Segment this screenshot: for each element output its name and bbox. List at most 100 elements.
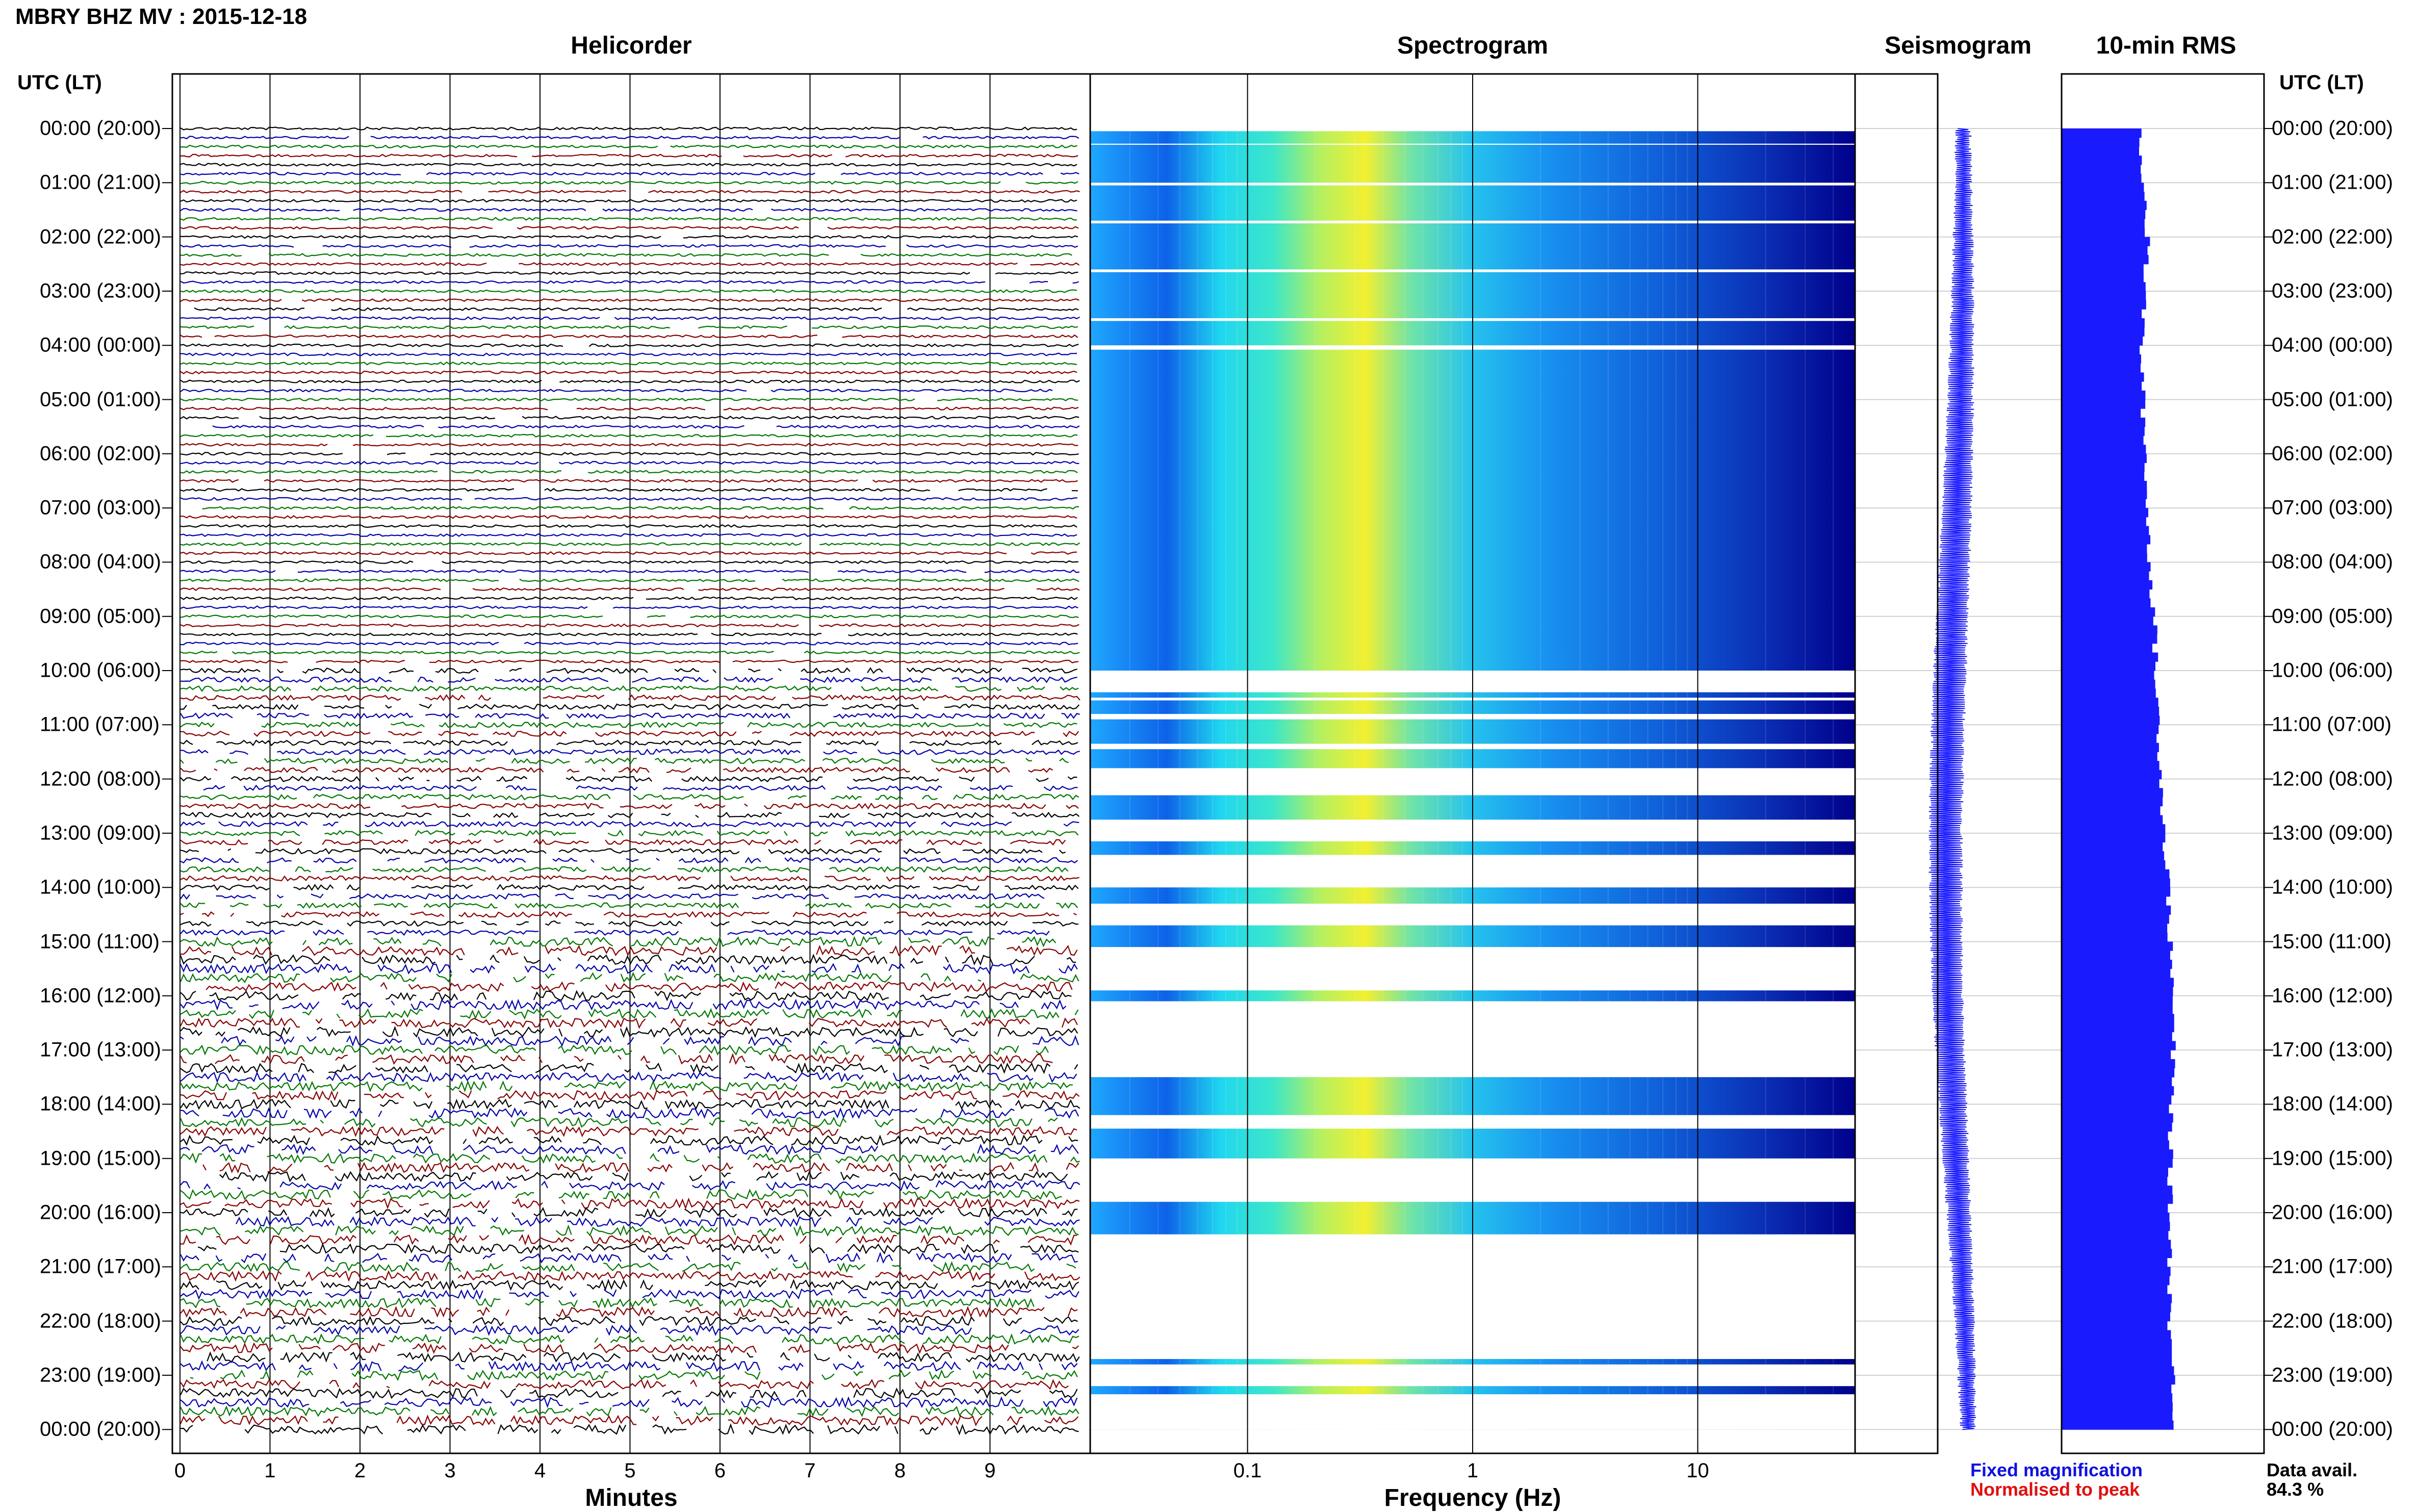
helicorder-trace-row xyxy=(180,605,1078,609)
helicorder-tick-label: 3 xyxy=(444,1459,456,1482)
helicorder-trace-row xyxy=(180,235,1078,239)
rms-bar xyxy=(2062,472,2145,481)
helicorder-trace-row xyxy=(180,694,1081,702)
rms-bar xyxy=(2062,951,2170,960)
rms-bar xyxy=(2062,173,2142,183)
helicorder-trace-row xyxy=(180,298,1079,302)
helicorder-trace-row xyxy=(180,1378,1069,1390)
helicorder-trace-row xyxy=(180,578,1079,582)
rms-bar xyxy=(2062,445,2146,454)
helicorder-trace-row xyxy=(180,1423,1079,1436)
time-label-right: 05:00 (01:00) xyxy=(2272,388,2393,411)
rms-bar xyxy=(2062,616,2153,626)
rms-bar xyxy=(2062,1420,2174,1430)
time-label-right: 15:00 (11:00) xyxy=(2272,930,2392,953)
seismogram-title: Seismogram xyxy=(1884,32,2032,59)
station-title: MBRY BHZ MV : 2015-12-18 xyxy=(15,4,307,29)
rms-bar xyxy=(2062,246,2148,255)
rms-bar xyxy=(2062,742,2159,752)
rms-bar xyxy=(2062,589,2150,599)
helicorder-trace-row xyxy=(212,424,1080,429)
helicorder-trace-row xyxy=(180,352,1077,356)
helicorder-trace-row xyxy=(197,1243,1079,1254)
helicorder-trace-row xyxy=(180,929,1050,936)
helicorder-trace-row xyxy=(219,1170,1068,1183)
rms-bar xyxy=(2062,788,2163,798)
helicorder-trace-row xyxy=(190,1369,1078,1381)
helicorder-trace-row xyxy=(180,271,1078,275)
helicorder-trace-row xyxy=(180,793,1079,801)
rms-bar xyxy=(2062,1122,2172,1132)
helicorder-tick-label: 8 xyxy=(894,1459,906,1482)
legend-fixed-magnification: Fixed magnification xyxy=(1970,1459,2143,1480)
rms-bar xyxy=(2062,725,2159,734)
helicorder-trace-row xyxy=(180,893,1045,900)
rms-bar xyxy=(2062,300,2146,310)
time-label-left: 07:00 (03:00) xyxy=(40,496,161,519)
time-label-right: 13:00 (09:00) xyxy=(2272,822,2393,844)
rms-bar xyxy=(2062,688,2156,698)
time-label-left: 10:00 (06:00) xyxy=(40,659,161,682)
rms-bar xyxy=(2062,490,2147,499)
helicorder-trace-row xyxy=(180,199,1077,203)
helicorder-trace-row xyxy=(180,676,1077,683)
rms-bar xyxy=(2062,264,2144,273)
rms-bar xyxy=(2062,959,2172,969)
rms-bar xyxy=(2062,535,2151,545)
helicorder-trace-row xyxy=(180,470,1078,474)
rms-bar xyxy=(2062,1213,2170,1222)
helicorder-trace-row xyxy=(180,721,1077,728)
rms-bar xyxy=(2062,869,2170,879)
helicorder-trace-row xyxy=(180,126,1077,131)
time-label-right: 23:00 (19:00) xyxy=(2272,1364,2393,1387)
rms-bar xyxy=(2062,210,2146,219)
rms-bar xyxy=(2062,1041,2176,1050)
rms-bar xyxy=(2062,156,2142,165)
helicorder-trace-row xyxy=(180,829,1079,837)
rms-bar xyxy=(2062,1267,2171,1276)
time-label-left: 23:00 (19:00) xyxy=(40,1364,161,1387)
helicorder-trace-row xyxy=(205,981,1073,993)
rms-bar xyxy=(2062,860,2166,870)
data-availability-value: 84.3 % xyxy=(2267,1479,2324,1500)
helicorder-trace-row xyxy=(180,460,1079,465)
rms-bar xyxy=(2062,1411,2173,1421)
time-label-left: 01:00 (21:00) xyxy=(40,171,161,194)
rms-bar xyxy=(2062,905,2171,915)
helicorder-trace-row xyxy=(180,1396,1078,1408)
rms-bar xyxy=(2062,1095,2172,1105)
rms-bar xyxy=(2062,878,2170,888)
helicorder-tick-label: 9 xyxy=(984,1459,996,1482)
time-label-right: 09:00 (05:00) xyxy=(2272,605,2393,628)
rms-bar xyxy=(2062,1032,2172,1041)
rms-bar xyxy=(2062,1149,2173,1159)
rms-bar xyxy=(2062,1203,2168,1213)
helicorder-trace-row xyxy=(180,1360,1078,1372)
time-label-left: 19:00 (15:00) xyxy=(40,1147,161,1170)
helicorder-trace-row xyxy=(180,153,1078,158)
helicorder-trace-row xyxy=(180,1197,1080,1210)
time-label-right: 12:00 (08:00) xyxy=(2272,767,2393,790)
time-label-left: 21:00 (17:00) xyxy=(40,1255,161,1278)
rms-bar xyxy=(2062,598,2151,608)
rms-bar xyxy=(2062,453,2147,463)
helicorder-trace-row xyxy=(180,524,1077,528)
helicorder-trace-row xyxy=(180,379,1080,383)
rms-bar xyxy=(2062,806,2161,815)
rms-bar xyxy=(2062,580,2153,590)
rms-bar xyxy=(2062,625,2157,635)
time-label-right: 01:00 (21:00) xyxy=(2272,171,2393,194)
time-label-left: 00:00 (20:00) xyxy=(40,117,161,140)
helicorder-xlabel: Minutes xyxy=(585,1484,678,1511)
helicorder-trace-row xyxy=(180,659,1079,664)
helicorder-tick-label: 4 xyxy=(534,1459,546,1482)
helicorder-trace-row xyxy=(180,1080,1073,1092)
helicorder-tick-label: 7 xyxy=(804,1459,816,1482)
helicorder-trace-row xyxy=(180,244,1078,248)
seismogram-trace xyxy=(1929,128,1976,1430)
helicorder-trace-row xyxy=(180,1315,1078,1327)
rms-bar xyxy=(2062,1068,2175,1078)
helicorder-trace-row xyxy=(181,1045,1077,1055)
rms-bar xyxy=(2062,661,2155,671)
helicorder-trace-row xyxy=(180,902,1078,909)
